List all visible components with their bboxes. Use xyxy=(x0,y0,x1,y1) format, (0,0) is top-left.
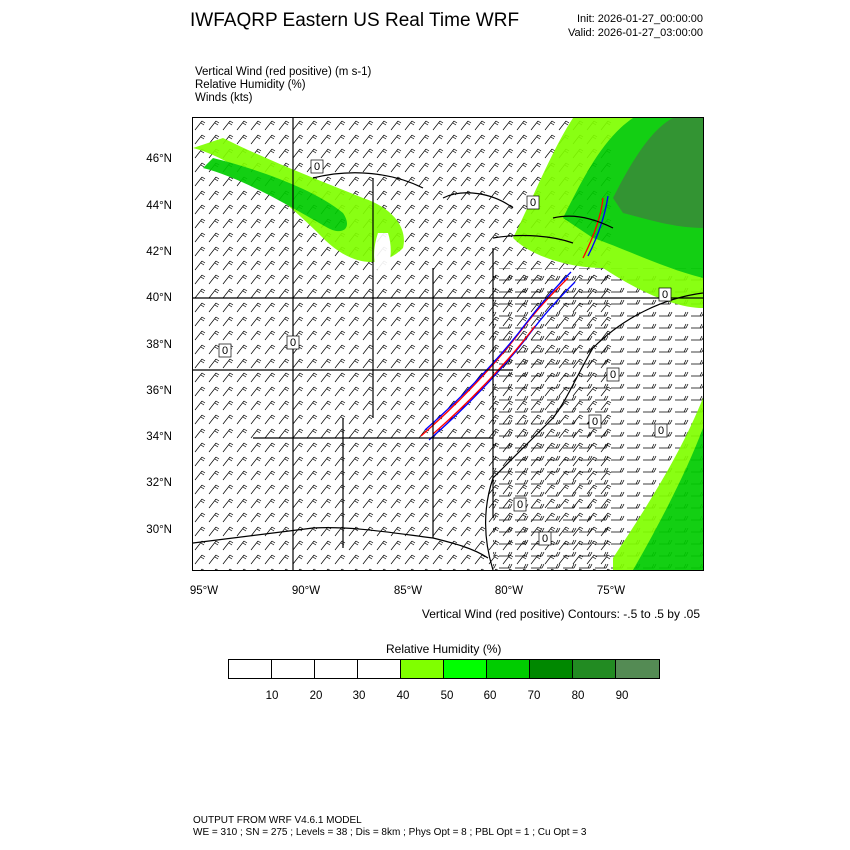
svg-text:0: 0 xyxy=(662,289,668,301)
colorbar-label: 30 xyxy=(352,690,366,702)
colorbar-label: 90 xyxy=(615,690,629,702)
contour-label: 0 xyxy=(654,423,668,438)
colorbar-label: 20 xyxy=(309,690,323,702)
colorbar-box xyxy=(530,660,573,678)
contour-label: 0 xyxy=(526,195,540,210)
map-canvas: 0 0 0 0 0 0 0 xyxy=(193,118,703,570)
lon-label: 80°W xyxy=(494,585,524,597)
lat-label: 44°N xyxy=(146,200,172,212)
lat-label: 34°N xyxy=(146,431,172,443)
colorbar-label: 40 xyxy=(396,690,410,702)
svg-text:0: 0 xyxy=(530,197,536,209)
contour-labels: 0 0 0 0 0 0 0 xyxy=(218,159,672,546)
colorbar-box xyxy=(401,660,444,678)
field-relative-humidity: Relative Humidity (%) xyxy=(195,79,306,91)
colorbar-label: 10 xyxy=(265,690,279,702)
lat-label: 36°N xyxy=(146,385,172,397)
colorbar-box xyxy=(487,660,530,678)
contour-label: 0 xyxy=(658,287,672,302)
svg-text:0: 0 xyxy=(517,499,523,511)
svg-text:0: 0 xyxy=(314,161,320,173)
footer-model: OUTPUT FROM WRF V4.6.1 MODEL xyxy=(193,815,362,826)
svg-text:0: 0 xyxy=(658,425,664,437)
svg-text:0: 0 xyxy=(542,533,548,545)
colorbar-label: 80 xyxy=(571,690,585,702)
page-title: IWFAQRP Eastern US Real Time WRF xyxy=(190,10,520,31)
colorbar-label: 60 xyxy=(483,690,497,702)
lat-label: 40°N xyxy=(146,292,172,304)
svg-text:0: 0 xyxy=(222,345,228,357)
humidity-lake-michigan xyxy=(374,233,391,276)
colorbar-box xyxy=(616,660,659,678)
contour-label: 0 xyxy=(310,159,324,174)
valid-time: Valid: 2026-01-27_03:00:00 xyxy=(568,27,703,39)
lat-label: 32°N xyxy=(146,477,172,489)
lon-label: 95°W xyxy=(189,585,219,597)
field-winds: Winds (kts) xyxy=(195,92,253,104)
svg-text:0: 0 xyxy=(290,337,296,349)
contour-label: 0 xyxy=(588,414,602,429)
contour-note: Vertical Wind (red positive) Contours: -… xyxy=(421,607,700,621)
lat-label: 46°N xyxy=(146,153,172,165)
field-vertical-wind: Vertical Wind (red positive) (m s-1) xyxy=(195,66,372,78)
colorbar-box xyxy=(358,660,401,678)
colorbar-label: 50 xyxy=(440,690,454,702)
contour-label: 0 xyxy=(513,497,527,512)
colorbar-box xyxy=(315,660,358,678)
colorbar-label: 70 xyxy=(527,690,541,702)
political-boundaries xyxy=(193,118,703,570)
footer-config: WE = 310 ; SN = 275 ; Levels = 38 ; Dis … xyxy=(193,827,587,838)
colorbar-box xyxy=(229,660,272,678)
contour-label: 0 xyxy=(606,367,620,382)
coastline-gulf xyxy=(193,527,489,559)
colorbar-box xyxy=(573,660,616,678)
colorbar-box xyxy=(444,660,487,678)
init-time: Init: 2026-01-27_00:00:00 xyxy=(577,13,703,25)
lon-label: 90°W xyxy=(291,585,321,597)
colorbar-title: Relative Humidity (%) xyxy=(386,642,502,656)
contour-label: 0 xyxy=(218,343,232,358)
coastline-east xyxy=(484,292,703,570)
lat-label: 42°N xyxy=(146,246,172,258)
colorbar xyxy=(228,659,660,679)
contour-label: 0 xyxy=(286,335,300,350)
svg-text:0: 0 xyxy=(592,416,598,428)
lon-label: 85°W xyxy=(393,585,423,597)
colorbar-box xyxy=(272,660,315,678)
contour-label: 0 xyxy=(538,531,552,546)
lat-label: 38°N xyxy=(146,339,172,351)
great-lakes xyxy=(312,172,614,244)
lon-label: 75°W xyxy=(596,585,626,597)
lat-label: 30°N xyxy=(146,524,172,536)
svg-text:0: 0 xyxy=(610,369,616,381)
humidity-shading xyxy=(193,118,703,570)
weather-map: 0 0 0 0 0 0 0 xyxy=(192,117,704,571)
